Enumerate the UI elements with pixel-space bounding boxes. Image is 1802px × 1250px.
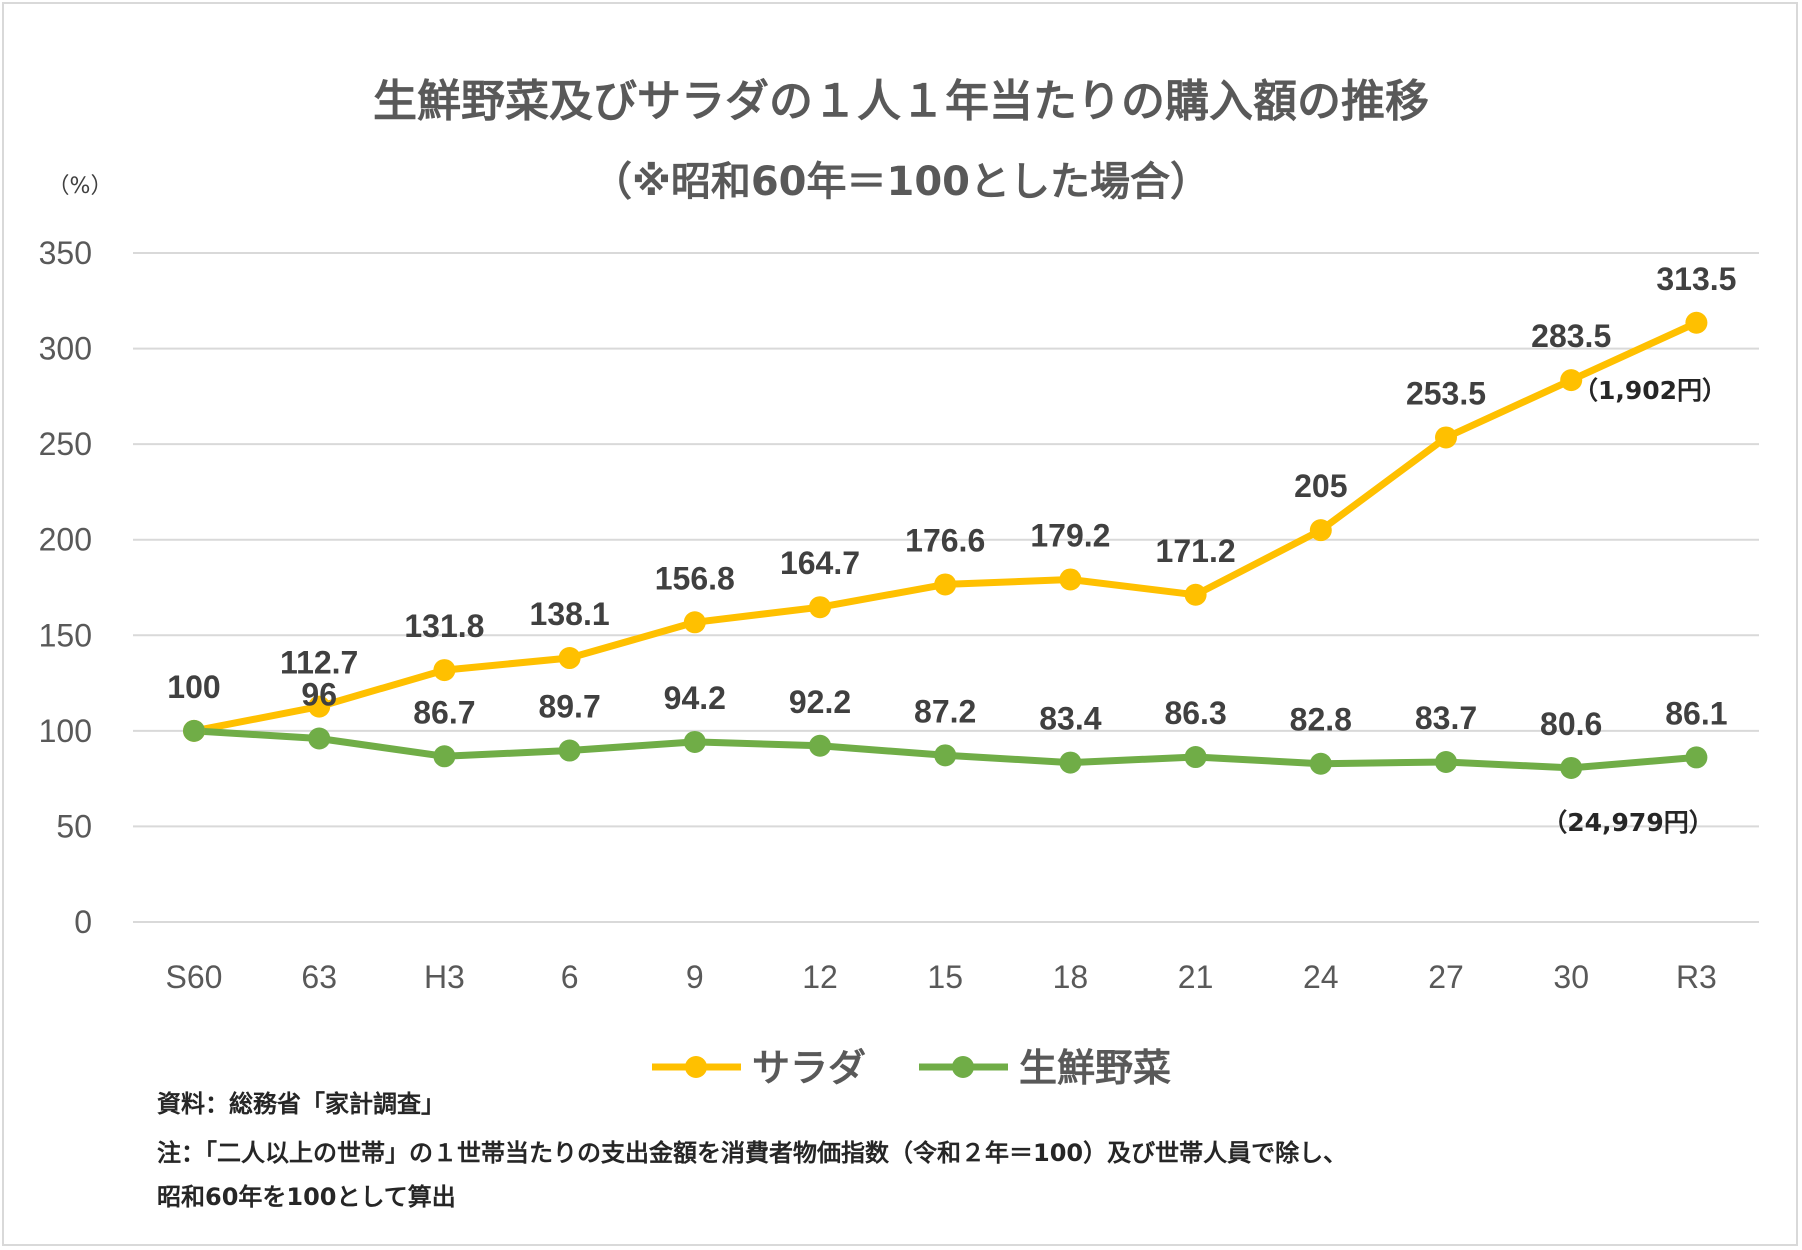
- chart-subtitle: （※昭和60年＝100とした場合）: [592, 159, 1210, 205]
- gridlines: [133, 252, 1759, 923]
- x-tick-label: 18: [1053, 959, 1089, 995]
- salad-point: [1685, 311, 1708, 334]
- vegetable-data-label: 86.3: [1164, 695, 1226, 731]
- salad-point: [308, 695, 331, 718]
- data-labels: 100 112.7 131.8 138.1 156.8 164.7 176.6 179.2 17…: [167, 261, 1736, 742]
- vegetable-point: [308, 727, 331, 750]
- x-tick-label: 27: [1428, 959, 1464, 995]
- salad-yen-annotation: （1,902円）: [1573, 376, 1727, 405]
- x-tick-label: 9: [686, 959, 704, 995]
- vegetable-data-label: 83.4: [1039, 701, 1101, 737]
- footnote-line-1: 注：「二人以上の世帯」の１世帯当たりの支出金額を消費者物価指数（令和２年＝100…: [157, 1139, 1347, 1167]
- salad-point: [1309, 519, 1332, 542]
- x-tick-label: H3: [424, 959, 465, 995]
- vegetable-point: [183, 719, 205, 742]
- footnote-line-2: 昭和60年を100として算出: [157, 1183, 456, 1211]
- vegetable-data-label: 94.2: [664, 680, 726, 716]
- x-tick-label: 63: [301, 959, 337, 995]
- legend-vegetable-marker: [952, 1056, 974, 1078]
- vegetable-point: [1560, 756, 1583, 779]
- salad-point: [433, 659, 456, 682]
- vegetable-data-label: 83.7: [1415, 700, 1477, 736]
- vegetable-point: [809, 734, 831, 757]
- vegetable-point: [683, 730, 706, 753]
- salad-point: [1435, 426, 1457, 449]
- x-tick-label: 21: [1178, 959, 1214, 995]
- vegetable-point: [1059, 751, 1082, 774]
- y-tick-label: 350: [39, 235, 92, 271]
- salad-point: [558, 647, 581, 670]
- x-axis-ticks: S60 63 H3 6 9 12 15 18 21 24 27 30 R3: [166, 959, 1717, 995]
- salad-data-label: 164.7: [780, 545, 860, 581]
- y-tick-label: 300: [39, 331, 92, 367]
- x-tick-label: 12: [802, 959, 838, 995]
- salad-data-label: 179.2: [1030, 517, 1110, 553]
- data-points: [183, 311, 1708, 779]
- x-tick-label: 6: [561, 959, 579, 995]
- vegetable-point: [1309, 752, 1332, 775]
- salad-data-label: 205: [1294, 468, 1347, 504]
- salad-data-label: 283.5: [1531, 318, 1611, 354]
- y-axis-ticks: 0 50 100 150 200 250 300 350: [39, 235, 92, 940]
- x-tick-label: 30: [1553, 959, 1589, 995]
- salad-data-label: 131.8: [404, 608, 484, 644]
- salad-data-label: 138.1: [530, 596, 610, 632]
- vegetable-point: [433, 745, 456, 768]
- source-note: 資料：総務省「家計調査」: [157, 1090, 445, 1118]
- salad-data-label: 313.5: [1656, 261, 1736, 297]
- y-tick-label: 200: [39, 522, 92, 558]
- vegetable-point: [1685, 746, 1708, 769]
- salad-data-label: 156.8: [655, 560, 735, 596]
- salad-data-label: 176.6: [905, 522, 985, 558]
- salad-data-label: 171.2: [1156, 533, 1236, 569]
- salad-point: [809, 596, 831, 619]
- vegetable-point: [1184, 746, 1207, 769]
- salad-data-label: 112.7: [280, 645, 358, 681]
- vegetable-point: [1435, 751, 1457, 774]
- vegetable-data-label: 92.2: [789, 684, 851, 720]
- chart-title: 生鮮野菜及びサラダの１人１年当たりの購入額の推移: [373, 76, 1429, 127]
- x-tick-label: 15: [927, 959, 963, 995]
- salad-point: [934, 573, 957, 596]
- legend-salad-marker: [685, 1056, 707, 1078]
- vegetable-yen-annotation: （24,979円）: [1542, 808, 1713, 837]
- vegetable-data-label: 82.8: [1290, 702, 1352, 738]
- x-tick-label: R3: [1676, 959, 1717, 995]
- salad-data-label: 253.5: [1406, 375, 1486, 411]
- vegetable-point: [558, 739, 581, 762]
- x-tick-label: S60: [166, 959, 223, 995]
- legend-vegetable-label: 生鮮野菜: [1019, 1046, 1171, 1090]
- y-tick-label: 100: [39, 713, 92, 749]
- salad-data-label: 100: [167, 669, 220, 705]
- x-tick-label: 24: [1303, 959, 1339, 995]
- legend-salad-label: サラダ: [752, 1046, 866, 1090]
- vegetable-data-label: 96: [301, 677, 337, 713]
- salad-point: [1560, 369, 1583, 392]
- vegetable-data-label: 86.1: [1665, 695, 1727, 731]
- salad-point: [683, 611, 706, 634]
- salad-point: [1184, 583, 1207, 606]
- y-tick-label: 150: [39, 617, 92, 653]
- y-tick-label: 250: [39, 426, 92, 462]
- salad-point: [1059, 568, 1082, 591]
- y-tick-label: 0: [74, 904, 92, 940]
- y-tick-label: 50: [56, 808, 92, 844]
- y-axis-unit: （%）: [48, 174, 113, 199]
- vegetable-data-label: 86.7: [413, 694, 475, 730]
- vegetable-data-label: 89.7: [538, 689, 600, 725]
- vegetable-data-label: 80.6: [1540, 706, 1602, 742]
- vegetable-data-label: 87.2: [914, 693, 976, 729]
- vegetable-point: [934, 744, 957, 767]
- legend: サラダ 生鮮野菜: [652, 1046, 1171, 1090]
